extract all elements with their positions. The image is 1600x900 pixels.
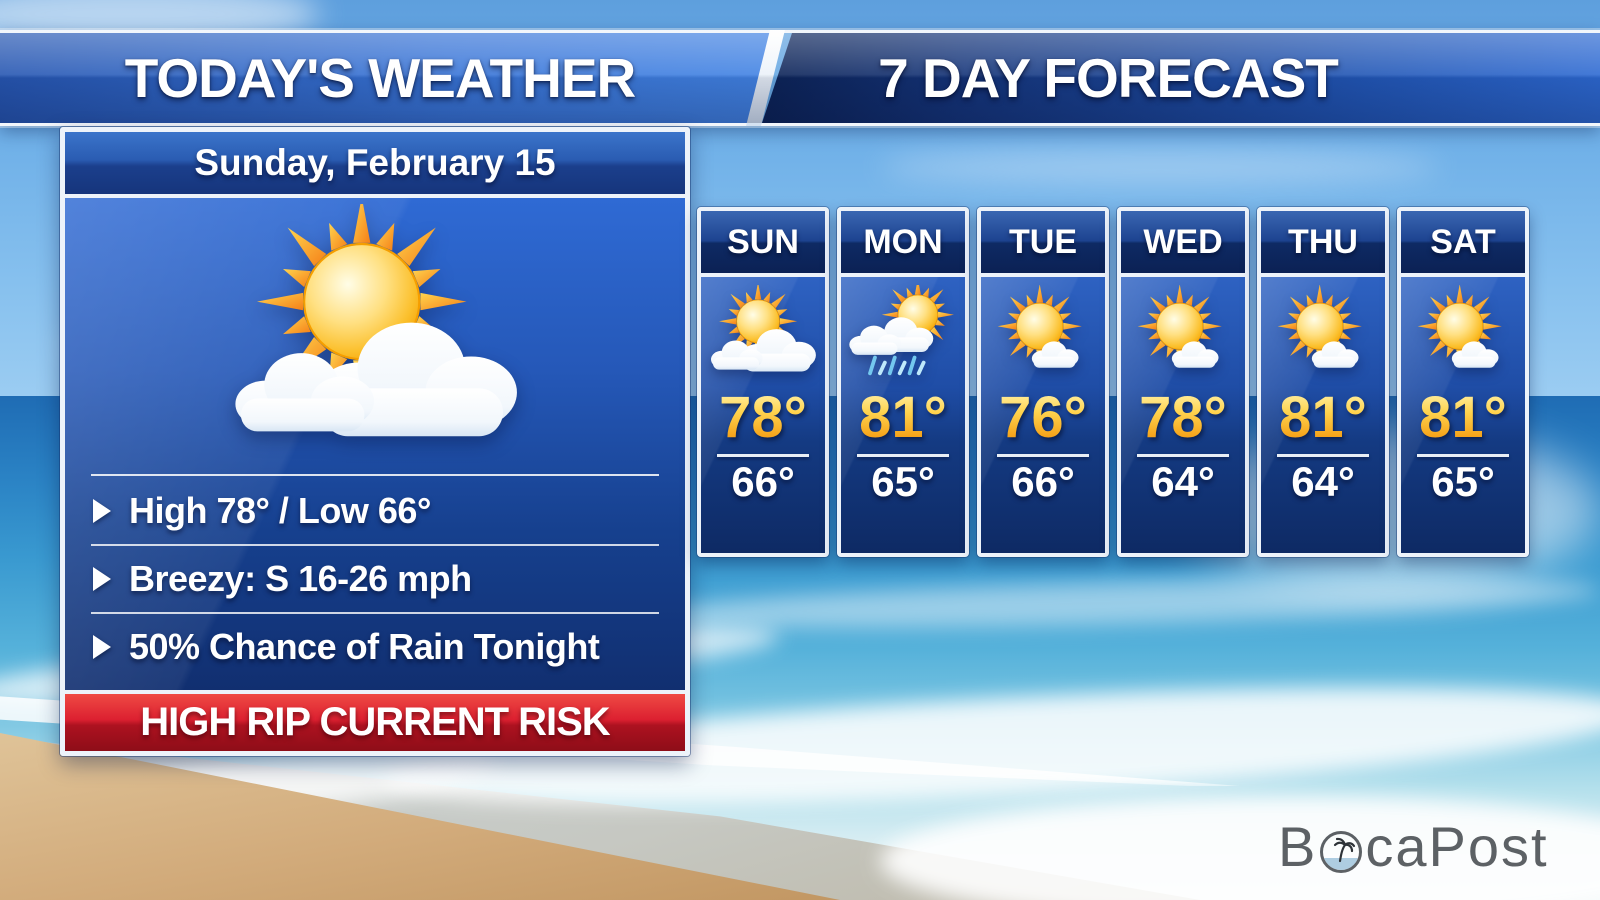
partly-cloudy-icon: [705, 282, 821, 389]
partly-cloudy-icon: [65, 204, 685, 470]
todays-weather-title: TODAY'S WEATHER: [124, 47, 636, 109]
forecast-row: SUN 78° 66° MON: [697, 207, 1529, 557]
title-bar-right-section: [762, 33, 1600, 123]
condition-bullet: 50% Chance of Rain Tonight: [65, 614, 685, 680]
mostly-sunny-icon: [985, 284, 1101, 389]
cloud-wisp: [880, 150, 1440, 184]
palm-tree-icon: [1320, 830, 1363, 873]
mostly-sunny-icon: [1125, 284, 1241, 389]
today-panel: Sunday, February 15 High 78° / Low 66°: [60, 127, 690, 756]
rip-current-alert-banner: HIGH RIP CURRENT RISK: [65, 690, 685, 751]
high-temp: 78°: [719, 385, 807, 450]
high-temp: 81°: [1419, 385, 1507, 450]
condition-bullet: High 78° / Low 66°: [65, 478, 685, 544]
divider-line: [91, 474, 659, 476]
mostly-sunny-icon: [1405, 284, 1521, 389]
cloud-wisp: [1180, 430, 1600, 590]
temp-divider-line: [1417, 454, 1509, 457]
condition-text: 50% Chance of Rain Tonight: [129, 626, 600, 667]
day-label: WED: [1121, 211, 1245, 277]
day-label: SUN: [701, 211, 825, 277]
condition-text: Breezy: S 16-26 mph: [129, 558, 472, 599]
divider-line: [91, 544, 659, 546]
temp-divider-line: [717, 454, 809, 457]
temp-divider-line: [1137, 454, 1229, 457]
watermark-text: caPost: [1365, 815, 1549, 878]
low-temp: 64°: [1291, 458, 1355, 505]
title-bar-left-section: [0, 33, 778, 123]
low-temp: 65°: [871, 458, 935, 505]
sun-showers-icon: [845, 278, 961, 389]
day-card-body: 78° 66°: [701, 277, 825, 553]
day-label: SAT: [1401, 211, 1525, 277]
forecast-day-card: TUE 76° 66°: [977, 207, 1109, 557]
low-temp: 66°: [1011, 458, 1075, 505]
forecast-day-card: SAT 81° 65°: [1397, 207, 1529, 557]
day-card-body: 81° 65°: [841, 277, 965, 553]
arrow-bullet-icon: [93, 567, 111, 591]
forecast-day-card: THU 81° 64°: [1257, 207, 1389, 557]
day-card-body: 81° 65°: [1401, 277, 1525, 553]
temp-divider-line: [997, 454, 1089, 457]
forecast-day-card: MON 81° 65°: [837, 207, 969, 557]
day-label: MON: [841, 211, 965, 277]
low-temp: 66°: [731, 458, 795, 505]
day-card-body: 78° 64°: [1121, 277, 1245, 553]
condition-bullet: Breezy: S 16-26 mph: [65, 546, 685, 612]
seven-day-forecast-title: 7 DAY FORECAST: [878, 47, 1339, 109]
high-temp: 81°: [1279, 385, 1367, 450]
forecast-day-card: WED 78° 64°: [1117, 207, 1249, 557]
high-temp: 76°: [999, 385, 1087, 450]
today-panel-body: High 78° / Low 66° Breezy: S 16-26 mph 50%…: [65, 198, 685, 690]
condition-text: High 78° / Low 66°: [129, 490, 431, 531]
forecast-day-card: SUN 78° 66°: [697, 207, 829, 557]
title-bar: TODAY'S WEATHER 7 DAY FORECAST: [0, 30, 1600, 126]
high-temp: 78°: [1139, 385, 1227, 450]
watermark-text: B: [1278, 815, 1318, 878]
temp-divider-line: [857, 454, 949, 457]
day-label: THU: [1261, 211, 1385, 277]
arrow-bullet-icon: [93, 635, 111, 659]
day-card-body: 76° 66°: [981, 277, 1105, 553]
day-card-body: 81° 64°: [1261, 277, 1385, 553]
arrow-bullet-icon: [93, 499, 111, 523]
day-label: TUE: [981, 211, 1105, 277]
low-temp: 65°: [1431, 458, 1495, 505]
temp-divider-line: [1277, 454, 1369, 457]
low-temp: 64°: [1151, 458, 1215, 505]
high-temp: 81°: [859, 385, 947, 450]
mostly-sunny-icon: [1265, 284, 1381, 389]
divider-line: [91, 612, 659, 614]
conditions-list: High 78° / Low 66° Breezy: S 16-26 mph 50%…: [65, 478, 685, 680]
date-header: Sunday, February 15: [65, 132, 685, 198]
